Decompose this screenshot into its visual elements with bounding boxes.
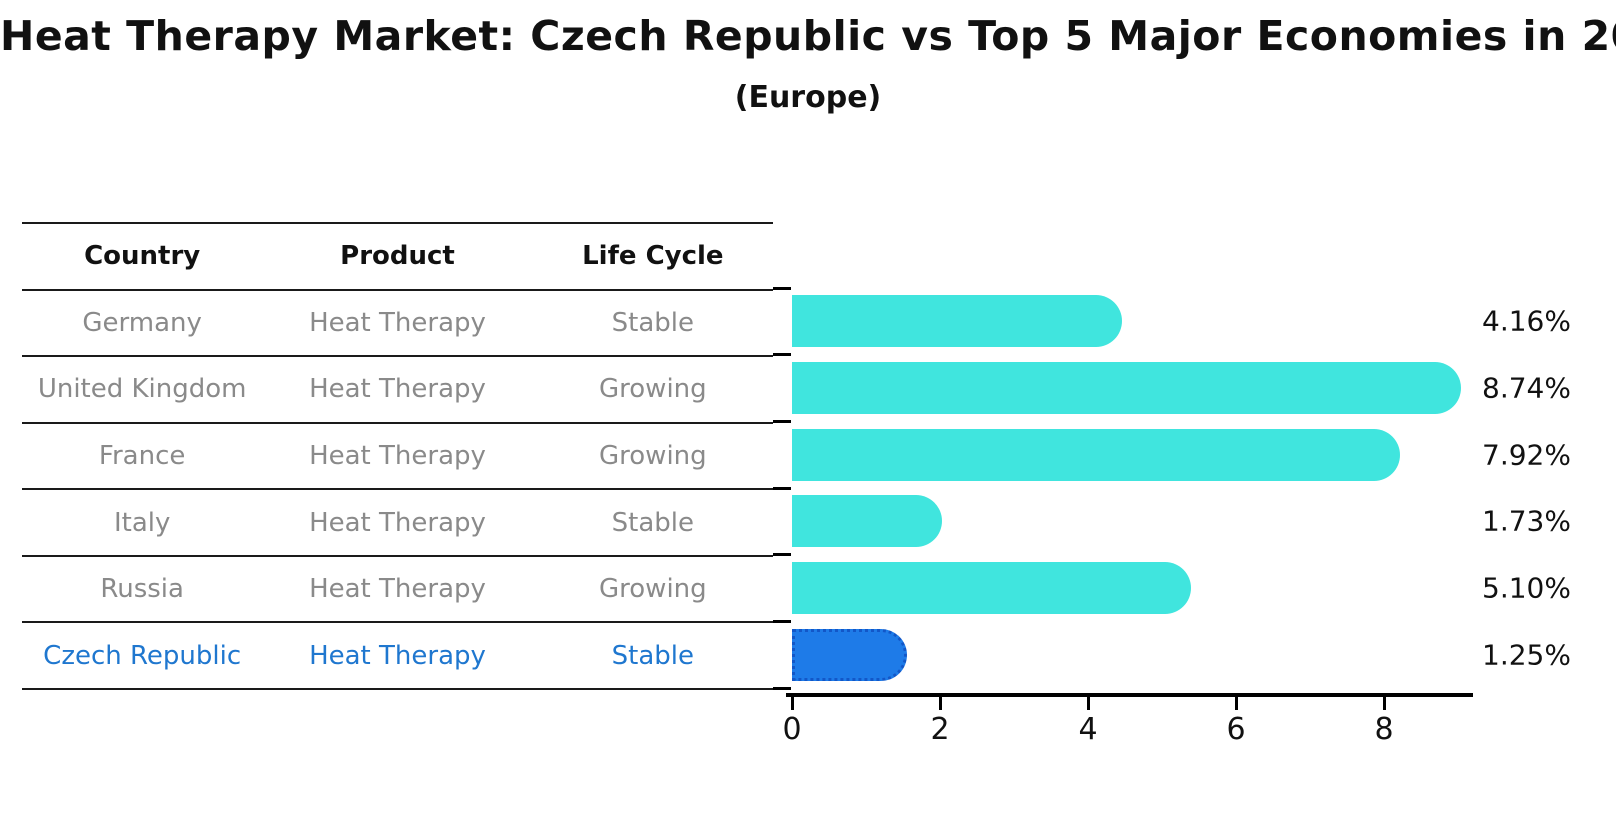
x-axis-tick-8 <box>1382 697 1386 710</box>
cell-life-cycle-france: Growing <box>599 441 707 472</box>
x-axis-tick-label-4: 4 <box>1078 712 1098 747</box>
column-header-country: Country <box>84 241 201 272</box>
table-row-russia: Russia Heat Therapy Growing <box>22 554 773 622</box>
column-header-life-cycle: Life Cycle <box>582 241 724 272</box>
x-axis-tick-4 <box>1086 697 1090 710</box>
value-label-czech-republic: 1.25% <box>1482 638 1571 672</box>
cell-country-russia: Russia <box>100 574 184 605</box>
x-axis-tick-6 <box>1234 697 1238 710</box>
table-row-czech-republic: Czech Republic Heat Therapy Stable <box>22 621 773 688</box>
cell-product-czech-republic: Heat Therapy <box>309 640 486 671</box>
x-axis-tick-label-2: 2 <box>930 712 950 747</box>
cell-country-france: France <box>98 441 186 472</box>
column-header-product: Product <box>340 241 455 272</box>
bar-united-kingdom <box>792 362 1461 414</box>
value-label-russia: 5.10% <box>1482 571 1571 605</box>
table-row-france: France Heat Therapy Growing <box>22 421 773 489</box>
x-axis-tick-label-8: 8 <box>1374 712 1394 747</box>
cell-life-cycle-italy: Stable <box>611 507 694 538</box>
y-axis-tick <box>773 353 791 357</box>
value-label-italy: 1.73% <box>1482 504 1571 538</box>
x-axis-tick-label-0: 0 <box>782 712 802 747</box>
cell-country-czech-republic: Czech Republic <box>43 640 242 671</box>
y-axis-tick <box>773 553 791 557</box>
y-axis-tick <box>773 619 791 623</box>
bar-germany <box>792 295 1122 348</box>
country-table: Country Product Life Cycle Germany Heat T… <box>22 222 773 690</box>
x-axis-tick-2 <box>938 697 942 710</box>
cell-life-cycle-united-kingdom: Growing <box>599 374 707 405</box>
cell-product-italy: Heat Therapy <box>309 507 486 538</box>
table-header-row: Country Product Life Cycle <box>22 222 773 289</box>
x-axis-line <box>786 693 1473 697</box>
cell-country-united-kingdom: United Kingdom <box>37 374 247 405</box>
x-axis-tick-0 <box>790 697 794 710</box>
cell-product-france: Heat Therapy <box>309 441 486 472</box>
cell-country-germany: Germany <box>82 307 202 338</box>
cell-product-united-kingdom: Heat Therapy <box>309 374 486 405</box>
value-label-united-kingdom: 8.74% <box>1482 371 1571 405</box>
cell-country-italy: Italy <box>113 507 171 538</box>
y-axis-tick <box>773 686 791 690</box>
y-axis-tick <box>773 286 791 290</box>
bar-france <box>792 428 1401 481</box>
cell-product-russia: Heat Therapy <box>309 574 486 605</box>
x-axis-tick-label-6: 6 <box>1226 712 1246 747</box>
y-axis-tick <box>773 486 791 490</box>
table-row-germany: Germany Heat Therapy Stable <box>22 288 773 356</box>
table-row-united-kingdom: United Kingdom Heat Therapy Growing <box>22 355 773 422</box>
cell-product-germany: Heat Therapy <box>309 307 486 338</box>
bar-czech-republic <box>792 628 907 681</box>
bar-russia <box>792 562 1192 614</box>
value-label-france: 7.92% <box>1482 438 1571 472</box>
cell-life-cycle-czech-republic: Stable <box>611 640 694 671</box>
y-axis-tick <box>773 419 791 423</box>
chart-subtitle: (Europe) <box>734 80 882 115</box>
value-label-germany: 4.16% <box>1482 304 1571 338</box>
table-row-italy: Italy Heat Therapy Stable <box>22 488 773 555</box>
cell-life-cycle-russia: Growing <box>599 574 707 605</box>
bar-italy <box>792 495 943 548</box>
cell-life-cycle-germany: Stable <box>611 307 694 338</box>
chart-title: Heat Therapy Market: Czech Republic vs T… <box>0 12 1616 60</box>
